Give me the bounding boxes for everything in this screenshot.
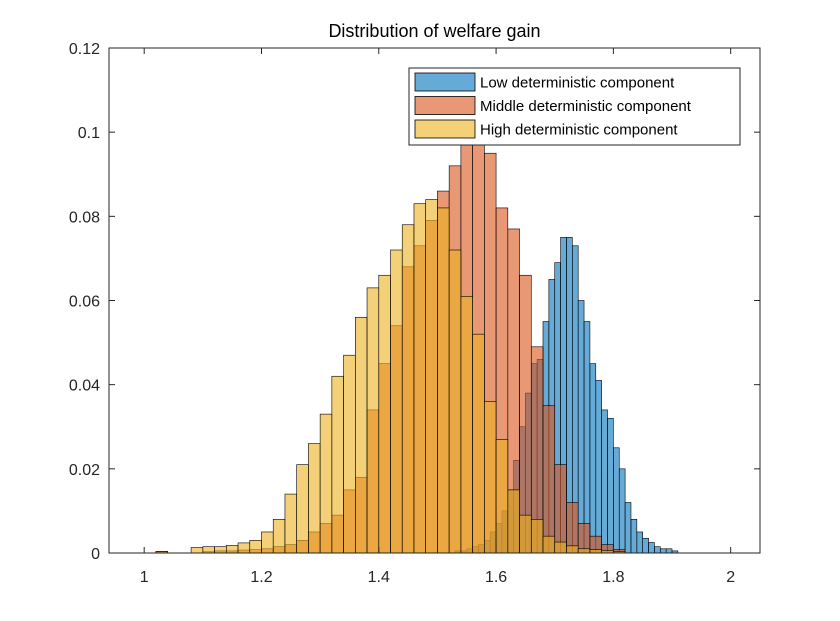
bar <box>659 548 667 554</box>
bar <box>343 354 356 554</box>
bar <box>425 199 438 554</box>
bar <box>542 535 556 554</box>
bar <box>577 548 591 554</box>
bar <box>413 203 427 554</box>
bar <box>542 405 556 554</box>
bar <box>601 409 608 554</box>
y-tick-label: 0.08 <box>69 209 100 226</box>
bar <box>507 489 520 554</box>
bar <box>355 317 368 554</box>
bar <box>554 464 567 554</box>
bar <box>519 514 532 554</box>
bar <box>665 548 673 554</box>
bar <box>566 545 579 554</box>
bar <box>566 502 579 554</box>
bar <box>595 380 602 554</box>
bar <box>226 545 239 554</box>
y-tick-label: 0.12 <box>69 41 100 58</box>
bar <box>202 546 215 554</box>
y-tick-label: 0.06 <box>69 294 100 311</box>
bar <box>390 249 403 554</box>
bars <box>155 140 679 554</box>
legend-label: Middle deterministic component <box>480 98 692 115</box>
x-tick-label: 1.2 <box>250 569 272 586</box>
bar <box>366 287 380 554</box>
bar <box>401 224 415 554</box>
bar <box>484 401 497 554</box>
y-tick-label: 0.02 <box>69 462 100 479</box>
bar <box>654 546 661 554</box>
bar <box>472 333 485 554</box>
bar <box>331 375 344 554</box>
bar <box>554 541 567 554</box>
x-tick-label: 1 <box>140 569 149 586</box>
bar <box>378 274 391 554</box>
bar <box>495 439 509 554</box>
bar <box>190 547 204 554</box>
y-tick-label: 0.04 <box>69 378 100 395</box>
bar <box>460 295 473 554</box>
x-tick-label: 1.6 <box>485 569 507 586</box>
bar <box>624 502 632 554</box>
bar <box>272 519 286 554</box>
axes-frame: 1 1.2 1.4 1.6 1.8 2 0 0.02 0.04 0.06 0.08 0.1 0.12 <box>69 41 761 586</box>
bar <box>237 542 251 554</box>
legend-swatch <box>414 96 476 115</box>
bar <box>589 549 602 554</box>
y-tick-label: 0 <box>91 546 100 563</box>
legend-label: Low deterministic component <box>480 75 675 92</box>
bar <box>577 300 585 554</box>
bar <box>308 443 321 554</box>
y-tick-label: 0.1 <box>78 125 100 142</box>
bar <box>636 531 644 554</box>
x-tick-label: 1.8 <box>602 569 624 586</box>
legend-label: High deterministic component <box>480 122 678 139</box>
bar <box>284 493 297 554</box>
bar <box>642 537 649 554</box>
bar <box>261 531 274 554</box>
bar <box>296 464 309 554</box>
legend-swatch <box>414 119 476 139</box>
bar <box>589 363 597 554</box>
bar <box>319 413 333 554</box>
bar <box>618 468 626 554</box>
bar <box>519 274 532 554</box>
legend-swatch <box>414 72 476 92</box>
bar <box>613 447 620 554</box>
bar <box>583 321 591 554</box>
bar <box>530 519 544 554</box>
bar <box>648 542 655 554</box>
bar <box>437 207 450 554</box>
chart-title: Distribution of welfare gain <box>328 21 540 41</box>
bar <box>607 418 614 554</box>
bar <box>249 540 262 554</box>
bar <box>214 546 227 554</box>
legend: Low deterministic component Middle determ… <box>408 67 741 146</box>
bar <box>448 249 462 554</box>
x-tick-label: 1.4 <box>368 569 390 586</box>
x-tick-label: 2 <box>726 569 735 586</box>
bar <box>630 519 638 554</box>
